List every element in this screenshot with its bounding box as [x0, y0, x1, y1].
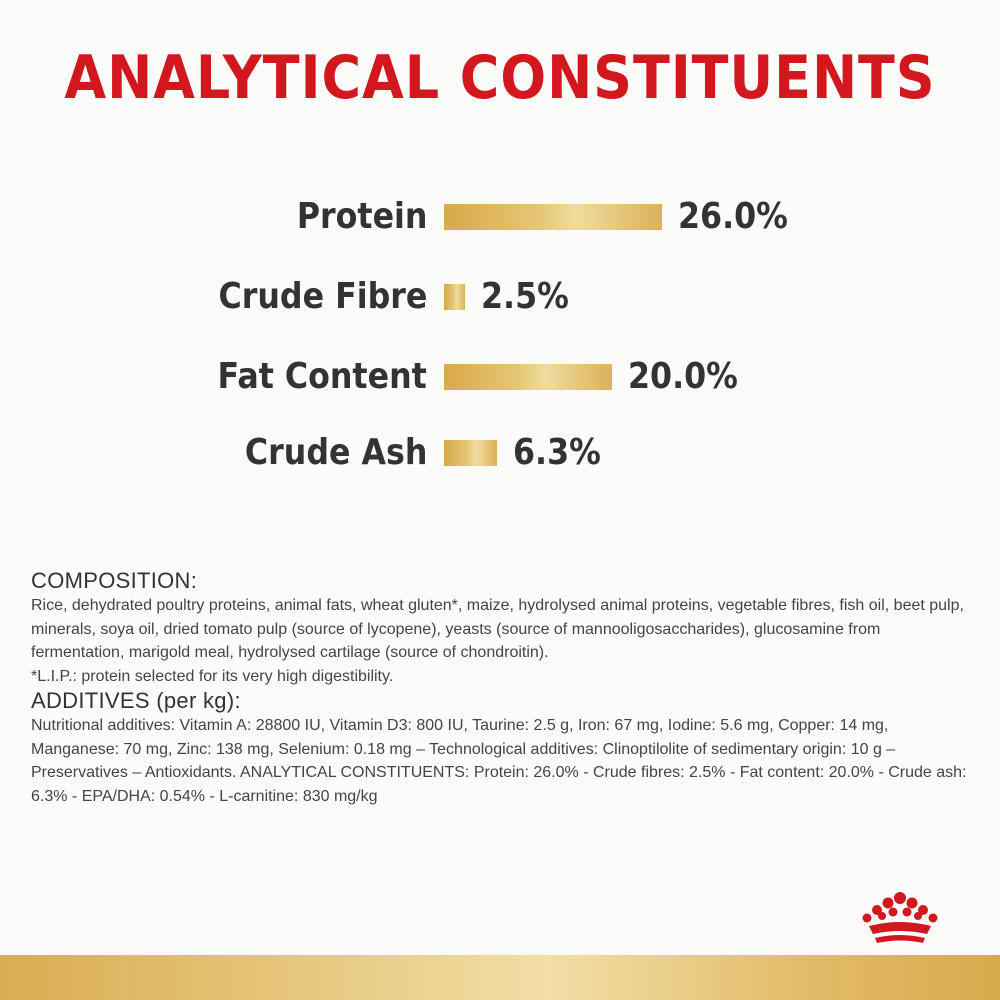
composition-section: COMPOSITION: Rice, dehydrated poultry pr…	[31, 568, 976, 808]
composition-heading: COMPOSITION:	[31, 568, 198, 593]
crown-icon	[855, 888, 945, 948]
chart-row: Crude Fibre 2.5%	[0, 272, 1000, 322]
chart-category-label: Fat Content	[217, 356, 427, 397]
composition-note: *L.I.P.: protein selected for its very h…	[31, 667, 394, 685]
bottom-gold-band	[0, 955, 1000, 1000]
chart-category-label: Crude Fibre	[218, 276, 427, 317]
constituents-chart: Protein 26.0% Crude Fibre 2.5% Fat Content 20…	[0, 192, 1000, 478]
chart-row: Protein 26.0%	[0, 192, 1000, 242]
chart-bar	[444, 440, 497, 466]
chart-category-label: Crude Ash	[244, 432, 427, 473]
chart-category-label: Protein	[296, 196, 427, 237]
chart-value-label: 26.0%	[678, 196, 788, 237]
chart-row: Fat Content 20.0%	[0, 352, 1000, 402]
additives-text: Nutritional additives: Vitamin A: 28800 …	[31, 717, 967, 805]
chart-value-label: 6.3%	[512, 432, 601, 473]
composition-text: Rice, dehydrated poultry proteins, anima…	[31, 597, 964, 661]
chart-value-label: 2.5%	[480, 276, 569, 317]
chart-value-label: 20.0%	[627, 356, 738, 397]
chart-bar	[444, 364, 612, 390]
chart-bar	[444, 284, 465, 310]
page-title: ANALYTICAL CONSTITUENTS	[64, 43, 936, 113]
additives-heading: ADDITIVES (per kg):	[31, 688, 241, 713]
chart-row: Crude Ash 6.3%	[0, 428, 1000, 478]
chart-bar	[444, 204, 662, 230]
